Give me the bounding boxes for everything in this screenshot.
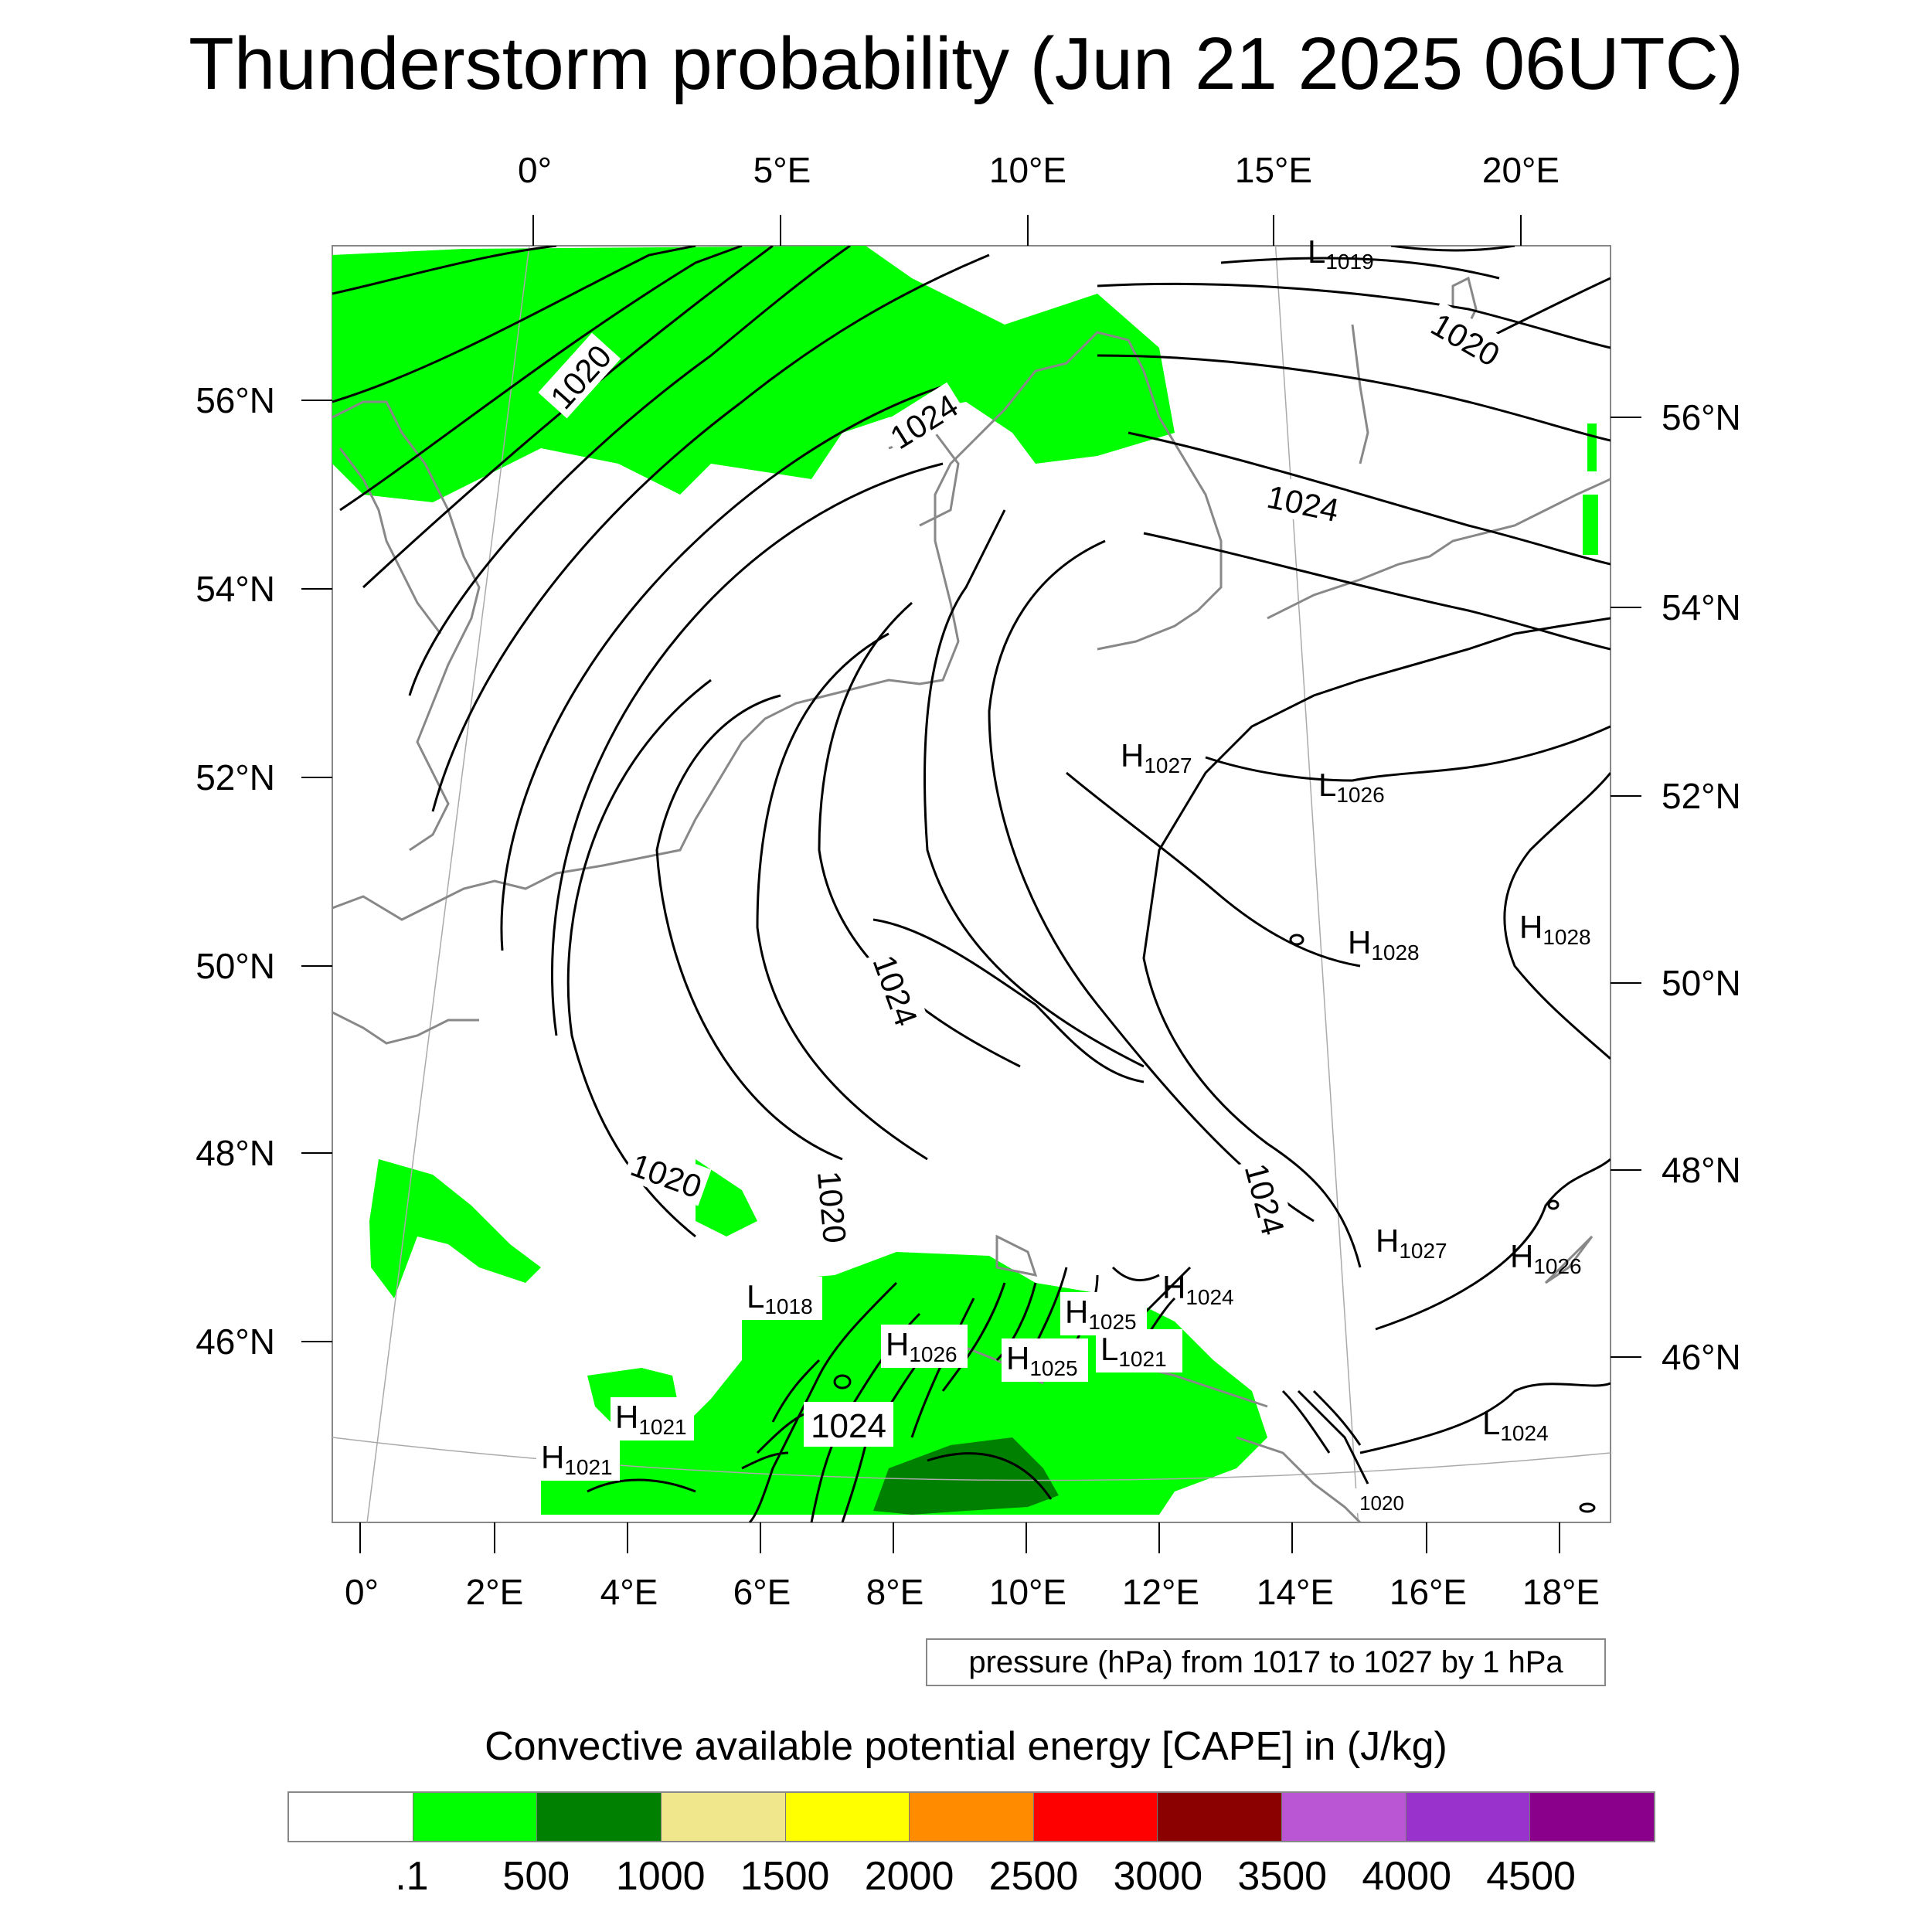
- top-lon-labels: 0° 5°E 10°E 15°E 20°E: [518, 150, 1560, 190]
- low-center-label: L1019: [1308, 233, 1374, 274]
- top-lon-label: 5°E: [753, 150, 811, 190]
- colorbar-label: 1000: [615, 1854, 706, 1899]
- isobar-label: 1020: [1359, 1492, 1404, 1515]
- left-lat-label: 56°N: [196, 380, 275, 420]
- left-lat-label: 48°N: [196, 1133, 275, 1173]
- left-lat-label: 50°N: [196, 946, 275, 986]
- bottom-lon-label: 8°E: [866, 1572, 924, 1612]
- bottom-lon-label: 18°E: [1522, 1572, 1600, 1612]
- colorbar-label: .1: [395, 1854, 429, 1899]
- colorbar-label: 1500: [740, 1854, 830, 1899]
- pressure-centers: L1019 H1027 L1026 H1028 H1028 H1027 H102…: [536, 233, 1591, 1481]
- high-center-label: H1027: [1376, 1223, 1447, 1263]
- colorbar-box: [413, 1793, 538, 1841]
- low-center-label: L1024: [1482, 1405, 1549, 1445]
- colorbar-box: [910, 1793, 1034, 1841]
- colorbar-labels: .1 500 1000 1500 2000 2500 3000 3500 4000 4500: [287, 1853, 1655, 1900]
- bottom-lon-label: 16°E: [1389, 1572, 1467, 1612]
- bottom-lon-label: 10°E: [989, 1572, 1066, 1612]
- map-title: Thunderstorm probability (Jun 21 2025 06…: [189, 22, 1743, 105]
- right-lat-label: 52°N: [1662, 776, 1741, 816]
- high-center-label: H1026: [1510, 1238, 1582, 1278]
- bottom-lon-labels: 0° 2°E 4°E 6°E 8°E 10°E 12°E 14°E 16°E 1…: [345, 1572, 1600, 1612]
- colorbar-label: 4500: [1486, 1854, 1576, 1899]
- colorbar-box: [1530, 1793, 1655, 1841]
- cape-dark-area: [873, 1437, 1059, 1515]
- high-center-label: H1026: [886, 1326, 957, 1366]
- colorbar-label: 2500: [988, 1854, 1079, 1899]
- colorbar-label: 2000: [864, 1854, 954, 1899]
- cape-area-france: [369, 1159, 541, 1298]
- colorbar-box: [1033, 1793, 1158, 1841]
- bottom-lon-label: 12°E: [1122, 1572, 1199, 1612]
- colorbar-box: [1282, 1793, 1406, 1841]
- colorbar-title: Convective available potential energy [C…: [485, 1724, 1447, 1769]
- colorbar-label: 3500: [1237, 1854, 1328, 1899]
- axis-ticks: [301, 215, 1641, 1553]
- colorbar-label: 4000: [1362, 1854, 1452, 1899]
- colorbar-box: [661, 1793, 786, 1841]
- colorbar-box: [537, 1793, 662, 1841]
- colorbar-label: 3000: [1113, 1854, 1203, 1899]
- graticule: [332, 246, 1611, 1522]
- right-lat-label: 46°N: [1662, 1337, 1741, 1377]
- isobars: [332, 246, 1611, 1522]
- colorbar-label: 500: [502, 1854, 570, 1899]
- right-lat-label: 50°N: [1662, 963, 1741, 1003]
- left-lat-label: 52°N: [196, 757, 275, 798]
- right-lat-labels: 56°N 54°N 52°N 50°N 48°N 46°N: [1662, 397, 1741, 1377]
- left-lat-labels: 56°N 54°N 52°N 50°N 48°N 46°N: [196, 380, 275, 1362]
- left-lat-label: 54°N: [196, 569, 275, 609]
- cape-dark-shading: [873, 1437, 1059, 1515]
- top-lon-label: 10°E: [989, 150, 1066, 190]
- high-center-label: H1025: [1006, 1340, 1078, 1380]
- right-lat-label: 48°N: [1662, 1150, 1741, 1190]
- high-center-label: H1028: [1519, 909, 1591, 949]
- high-center-label: H1027: [1121, 737, 1192, 777]
- high-center-label: H1021: [615, 1399, 687, 1439]
- colorbar-box: [1158, 1793, 1283, 1841]
- high-center-label: H1024: [1162, 1269, 1234, 1309]
- colorbar-box: [1406, 1793, 1531, 1841]
- isobar-label: 1024: [811, 1407, 886, 1445]
- top-lon-label: 15°E: [1235, 150, 1312, 190]
- bottom-lon-label: 4°E: [600, 1572, 658, 1612]
- cape-area-central-france: [696, 1159, 757, 1236]
- bottom-lon-label: 6°E: [733, 1572, 791, 1612]
- left-lat-label: 46°N: [196, 1321, 275, 1362]
- bottom-lon-label: 14°E: [1257, 1572, 1334, 1612]
- colorbar-box: [289, 1793, 413, 1841]
- low-center-label: L1026: [1318, 767, 1385, 807]
- colorbar-box: [785, 1793, 910, 1841]
- top-lon-label: 0°: [518, 150, 552, 190]
- right-lat-label: 54°N: [1662, 587, 1741, 628]
- cape-area-east-edge: [1583, 495, 1598, 555]
- low-center-label: L1021: [1100, 1331, 1167, 1371]
- top-lon-label: 20°E: [1482, 150, 1560, 190]
- bottom-lon-label: 0°: [345, 1572, 379, 1612]
- low-center-label: L1018: [747, 1278, 813, 1318]
- colorbar: [287, 1791, 1655, 1842]
- high-center-label: H1028: [1348, 924, 1420, 964]
- bottom-lon-label: 2°E: [466, 1572, 524, 1612]
- isobar-label: 1020: [811, 1169, 853, 1244]
- right-lat-label: 56°N: [1662, 397, 1741, 437]
- contour-info-box: pressure (hPa) from 1017 to 1027 by 1 hP…: [926, 1638, 1606, 1686]
- cape-area-east-edge-2: [1587, 423, 1597, 471]
- high-center-label: H1021: [541, 1439, 613, 1479]
